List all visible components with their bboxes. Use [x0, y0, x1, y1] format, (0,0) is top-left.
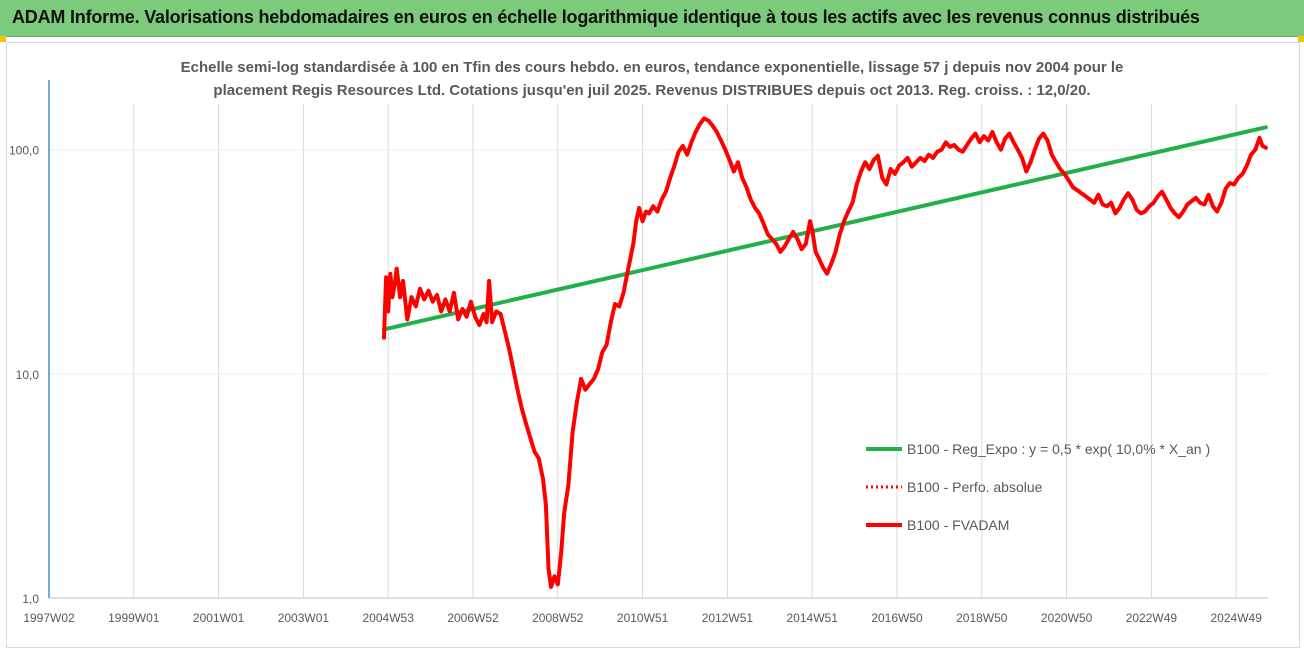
legend-label-2: B100 - FVADAM	[907, 517, 1009, 533]
series-line-0	[382, 125, 1268, 332]
x-tick-label-5: 2006W52	[447, 611, 499, 625]
chart-frame	[6, 42, 1300, 648]
legend-label-1: B100 - Perfo. absolue	[907, 479, 1043, 495]
y-tick-label-0: 1,0	[22, 592, 39, 606]
x-tick-label-0: 1997W02	[23, 611, 75, 625]
chart-subtitle-line-2: placement Regis Resources Ltd. Cotations…	[213, 82, 1091, 99]
series-line-2	[382, 116, 1268, 589]
x-tick-label-3: 2003W01	[278, 611, 330, 625]
corner-marker-top-left	[0, 36, 6, 42]
x-tick-label-8: 2012W51	[702, 611, 754, 625]
legend-label-0: B100 - Reg_Expo : y = 0,5 * exp( 10,0% *…	[907, 441, 1210, 457]
x-tick-label-1: 1999W01	[108, 611, 160, 625]
x-tick-label-7: 2010W51	[617, 611, 669, 625]
page-title: ADAM Informe. Valorisations hebdomadaire…	[12, 7, 1200, 27]
x-tick-label-6: 2008W52	[532, 611, 584, 625]
title-banner: ADAM Informe. Valorisations hebdomadaire…	[0, 0, 1304, 37]
x-tick-label-2: 2001W01	[193, 611, 245, 625]
y-tick-label-2: 100,0	[9, 144, 39, 158]
x-tick-label-4: 2004W53	[363, 611, 415, 625]
x-tick-label-9: 2014W51	[787, 611, 839, 625]
corner-marker-top-right	[1298, 36, 1304, 42]
x-tick-label-12: 2020W50	[1041, 611, 1093, 625]
x-tick-label-11: 2018W50	[956, 611, 1008, 625]
y-tick-label-1: 10,0	[16, 368, 40, 382]
x-tick-label-14: 2024W49	[1211, 611, 1263, 625]
chart-subtitle-line-1: Echelle semi-log standardisée à 100 en T…	[180, 59, 1124, 76]
x-tick-label-10: 2016W50	[871, 611, 923, 625]
x-tick-label-13: 2022W49	[1126, 611, 1178, 625]
